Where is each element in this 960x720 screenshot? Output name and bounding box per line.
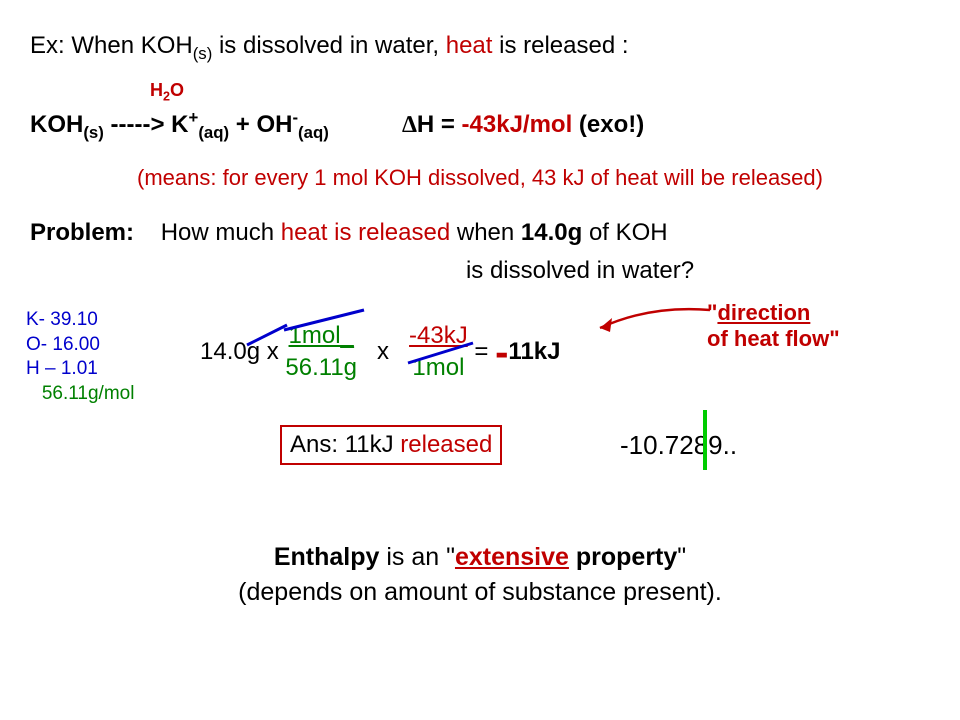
dir-q2: " — [829, 326, 839, 351]
h2o-O: O — [170, 80, 184, 100]
problem-q1c: when — [450, 219, 521, 246]
eq-koh-sub: (s) — [83, 123, 104, 142]
molar-mass-block: K- 39.10 O- 16.00 H – 1.01 56.11g/mol — [26, 308, 134, 407]
calc-start: 14.0g x — [200, 338, 285, 365]
molar-sum: 56.11g/mol — [26, 382, 134, 407]
property-word: property — [569, 543, 677, 571]
f1-top: 1mol_ — [285, 320, 357, 352]
koh-sub: (s) — [193, 44, 213, 63]
fraction-1: 1mol_ 56.11g — [285, 320, 357, 385]
equation: KOH(s) -----> K+(aq) + OH-(aq) ∆H = -43k… — [30, 107, 930, 144]
ans-released: released — [400, 431, 492, 458]
eq-K: K — [171, 111, 188, 138]
dir-line2: of heat flow — [707, 326, 829, 351]
calc-minus: - — [495, 330, 508, 374]
h2o-H: H — [150, 80, 163, 100]
problem-label: Problem: — [30, 219, 134, 246]
means-note: (means: for every 1 mol KOH dissolved, 4… — [30, 163, 930, 193]
eq-Kplus: + — [189, 108, 199, 127]
delta-symbol: ∆ — [402, 112, 417, 138]
answer-box: Ans: 11kJ released — [280, 425, 502, 465]
molar-H: H – 1.01 — [26, 357, 134, 382]
example-intro: Ex: When KOH(s) is dissolved in water, h… — [30, 30, 930, 65]
eq-OH: OH — [256, 111, 292, 138]
enthalpy-footer: Enthalpy is an "extensive property" (dep… — [0, 540, 960, 610]
enthalpy-q: " — [677, 543, 686, 571]
molar-K: K- 39.10 — [26, 308, 134, 333]
problem-q1e: of KOH — [582, 219, 667, 246]
eq-Ksub: (aq) — [198, 123, 229, 142]
eq-koh: KOH — [30, 111, 83, 138]
enthalpy-word: Enthalpy — [274, 543, 380, 571]
calc-mid: x — [364, 338, 403, 365]
dir-word: direction — [717, 300, 810, 325]
raw-number: -10.7289.. — [620, 428, 737, 463]
problem-q1d: 14.0g — [521, 219, 582, 246]
enthalpy-mid: is an " — [379, 543, 455, 571]
fraction-2: -43kJ 1mol — [409, 320, 468, 385]
f2-bot: 1mol — [409, 352, 468, 384]
problem-q1b: heat is released — [281, 219, 450, 246]
eq-plus: + — [229, 111, 256, 138]
h2o-label: H2O — [150, 78, 184, 106]
ex-tail: is released : — [492, 32, 628, 59]
extensive-word: extensive — [455, 543, 569, 571]
calculation-row: 14.0g x 1mol_ 56.11g x -43kJ 1mol = -11k… — [200, 320, 561, 385]
eq-arrow: -----> — [104, 111, 171, 138]
callout-arrow — [590, 300, 720, 340]
f1-bot: 56.11g — [285, 352, 357, 384]
heat-word: heat — [446, 32, 493, 59]
f2-top: -43kJ — [409, 320, 468, 352]
problem-line1: Problem: How much heat is released when … — [30, 217, 930, 249]
ans-pre: Ans: 11kJ — [290, 431, 400, 458]
answer-box-wrap: Ans: 11kJ released — [280, 425, 502, 465]
enthalpy-line2: (depends on amount of substance present)… — [0, 575, 960, 610]
ex-prefix: Ex: When KOH — [30, 32, 193, 59]
problem-line2: is dissolved in water? — [30, 255, 930, 287]
molar-O: O- 16.00 — [26, 333, 134, 358]
calc-result: 11kJ — [508, 338, 560, 365]
h2o-2: 2 — [163, 90, 170, 104]
calc-eq: = — [474, 338, 495, 365]
eq-OHsub: (aq) — [298, 123, 329, 142]
eq-val: -43kJ/mol — [462, 111, 573, 138]
direction-callout: "direction of heat flow" — [707, 300, 840, 353]
green-tick — [700, 410, 710, 470]
enthalpy-line1: Enthalpy is an "extensive property" — [0, 540, 960, 575]
ex-mid: is dissolved in water, — [212, 32, 445, 59]
eq-exo: (exo!) — [572, 111, 644, 138]
eq-Heq: H = — [417, 111, 462, 138]
problem-q1a: How much — [134, 219, 281, 246]
